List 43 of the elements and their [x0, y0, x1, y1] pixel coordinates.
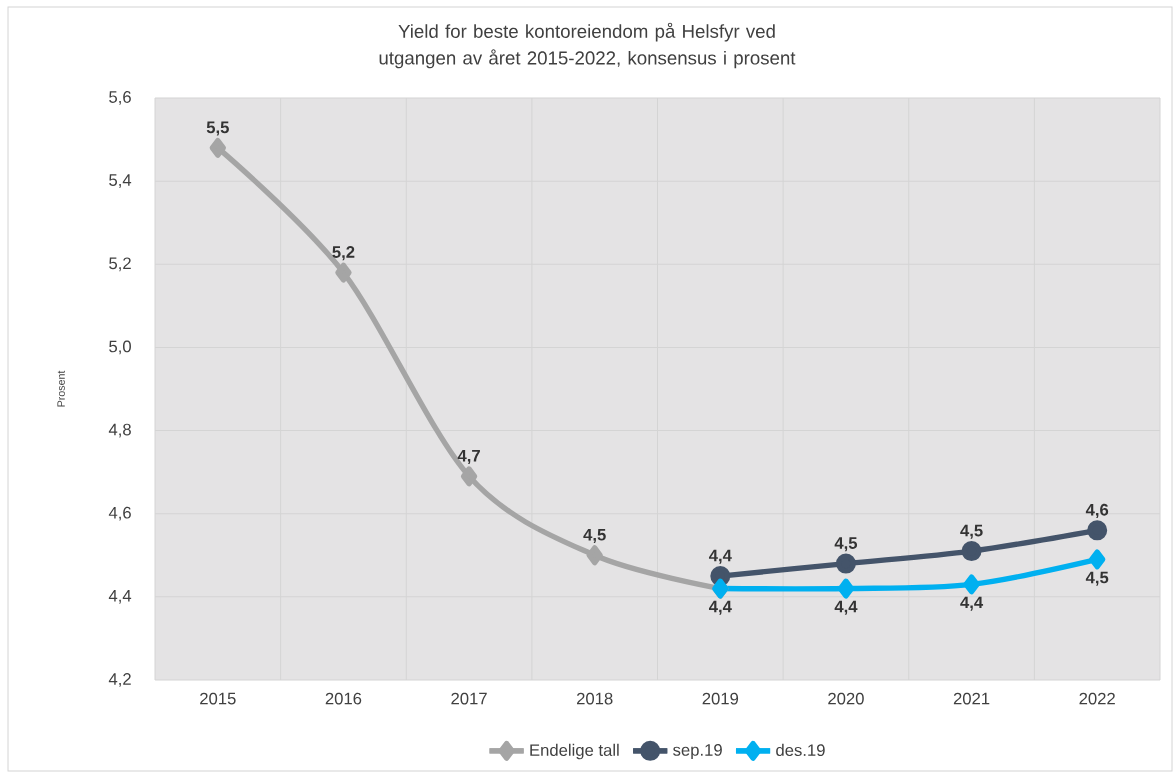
y-tick-label: 4,4: [108, 590, 132, 604]
data-label: 4,7: [457, 449, 480, 465]
x-tick-label: 2020: [828, 692, 864, 705]
data-label: 4,4: [708, 549, 732, 564]
legend-label: sep.19: [673, 744, 722, 760]
x-tick-label: 2017: [451, 692, 487, 705]
y-tick-label: 5,2: [109, 257, 131, 272]
chart-title: Yield for beste kontoreiendom på Helsfyr ved utgangen av året 2015-2022, konsensus i prosent: [379, 22, 796, 69]
data-label: 4,5: [583, 528, 606, 543]
point: [961, 541, 982, 562]
data-label: 4,5: [1085, 571, 1109, 586]
point: [837, 578, 855, 599]
point: [835, 553, 856, 574]
point: [209, 137, 226, 158]
point: [963, 574, 980, 595]
data-label: 4,5: [834, 537, 858, 552]
x-tick-label: 2018: [576, 692, 613, 705]
point: [1087, 520, 1108, 541]
x-tick-label: 2022: [1079, 692, 1115, 705]
data-label: 4,5: [960, 524, 983, 539]
y-tick-label: 4,6: [108, 506, 131, 521]
x-tick-label: 2015: [200, 692, 236, 705]
y-tick-label: 5,4: [109, 174, 132, 188]
data-label: 4,4: [834, 600, 858, 615]
point: [1089, 549, 1106, 570]
data-label: 4,4: [708, 600, 732, 615]
point: [460, 466, 478, 487]
data-label: 5,2: [332, 246, 355, 261]
y-tick-label: 5,6: [109, 91, 131, 105]
legend-label: des.19: [776, 743, 825, 757]
x-tick-label: 2019: [702, 692, 739, 705]
data-label: 4,6: [1085, 503, 1109, 519]
legend-label: Endelige tall: [530, 743, 619, 760]
data-label: 5,5: [206, 121, 229, 136]
y-tick-label: 5,0: [109, 340, 131, 355]
y-tick-label: 4,2: [108, 673, 131, 687]
data-label: 4,4: [960, 596, 984, 611]
y-tick-label: 4,8: [108, 423, 131, 438]
x-tick-label: 2016: [325, 692, 362, 705]
point: [586, 545, 603, 566]
y-axis-title: Prosent: [57, 370, 65, 407]
point: [335, 262, 352, 283]
x-tick-label: 2021: [953, 692, 990, 705]
